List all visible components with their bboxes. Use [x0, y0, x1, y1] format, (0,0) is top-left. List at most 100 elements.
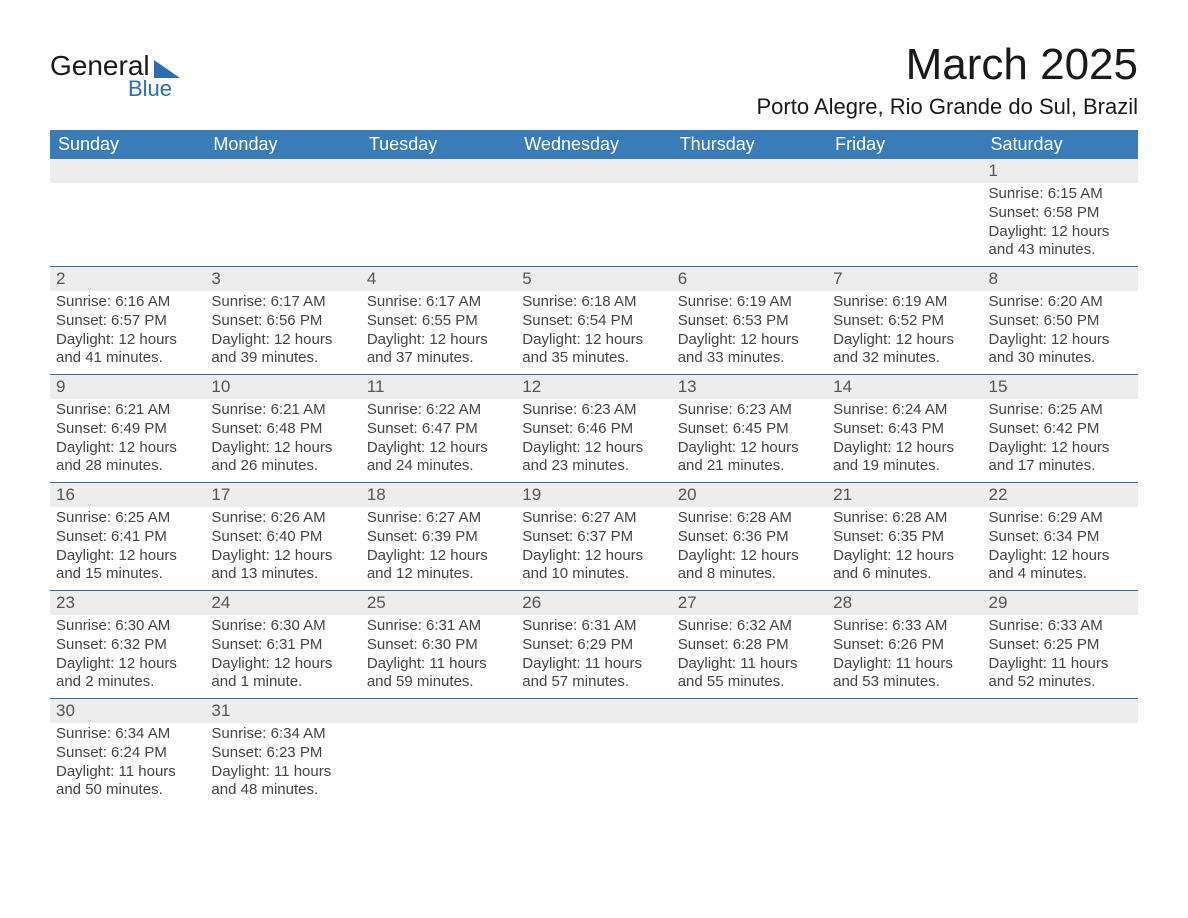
- sunset-text: Sunset: 6:35 PM: [833, 528, 976, 547]
- day-detail-cell: Sunrise: 6:25 AMSunset: 6:41 PMDaylight:…: [50, 507, 205, 591]
- day-detail-cell: Sunrise: 6:27 AMSunset: 6:37 PMDaylight:…: [516, 507, 671, 591]
- day-detail-cell: Sunrise: 6:23 AMSunset: 6:45 PMDaylight:…: [672, 399, 827, 483]
- daylight-text: Daylight: 12 hours and 6 minutes.: [833, 547, 976, 585]
- day-detail-cell: Sunrise: 6:24 AMSunset: 6:43 PMDaylight:…: [827, 399, 982, 483]
- sunrise-text: Sunrise: 6:24 AM: [833, 401, 976, 420]
- day-detail-row: Sunrise: 6:25 AMSunset: 6:41 PMDaylight:…: [50, 507, 1138, 591]
- logo-text-blue: Blue: [128, 76, 172, 102]
- day-detail-cell: Sunrise: 6:34 AMSunset: 6:24 PMDaylight:…: [50, 723, 205, 806]
- day-number: 20: [672, 483, 827, 508]
- weekday-header: Saturday: [983, 130, 1138, 159]
- title-block: March 2025 Porto Alegre, Rio Grande do S…: [756, 40, 1138, 120]
- day-number: 8: [983, 267, 1138, 292]
- sunrise-text: Sunrise: 6:19 AM: [678, 293, 821, 312]
- day-detail-row: Sunrise: 6:21 AMSunset: 6:49 PMDaylight:…: [50, 399, 1138, 483]
- weekday-header-row: Sunday Monday Tuesday Wednesday Thursday…: [50, 130, 1138, 159]
- day-number: 2: [50, 267, 205, 292]
- day-number: 11: [361, 375, 516, 400]
- day-detail-cell: [827, 723, 982, 806]
- day-detail-cell: Sunrise: 6:33 AMSunset: 6:25 PMDaylight:…: [983, 615, 1138, 699]
- daylight-text: Daylight: 12 hours and 12 minutes.: [367, 547, 510, 585]
- daylight-text: Daylight: 11 hours and 48 minutes.: [211, 763, 354, 801]
- day-detail-cell: Sunrise: 6:19 AMSunset: 6:52 PMDaylight:…: [827, 291, 982, 375]
- weekday-header: Sunday: [50, 130, 205, 159]
- sunrise-text: Sunrise: 6:22 AM: [367, 401, 510, 420]
- daylight-text: Daylight: 12 hours and 32 minutes.: [833, 331, 976, 369]
- daylight-text: Daylight: 12 hours and 4 minutes.: [989, 547, 1132, 585]
- day-detail-cell: Sunrise: 6:20 AMSunset: 6:50 PMDaylight:…: [983, 291, 1138, 375]
- day-number: 24: [205, 591, 360, 616]
- daylight-text: Daylight: 12 hours and 1 minute.: [211, 655, 354, 693]
- sunrise-text: Sunrise: 6:23 AM: [678, 401, 821, 420]
- day-number: [983, 699, 1138, 724]
- day-number: 7: [827, 267, 982, 292]
- day-number: 13: [672, 375, 827, 400]
- sunset-text: Sunset: 6:36 PM: [678, 528, 821, 547]
- day-detail-cell: Sunrise: 6:17 AMSunset: 6:55 PMDaylight:…: [361, 291, 516, 375]
- day-detail-cell: [827, 183, 982, 267]
- sunset-text: Sunset: 6:58 PM: [989, 204, 1132, 223]
- sunset-text: Sunset: 6:57 PM: [56, 312, 199, 331]
- sunset-text: Sunset: 6:28 PM: [678, 636, 821, 655]
- sunrise-text: Sunrise: 6:17 AM: [211, 293, 354, 312]
- sunset-text: Sunset: 6:25 PM: [989, 636, 1132, 655]
- sunrise-text: Sunrise: 6:29 AM: [989, 509, 1132, 528]
- sunrise-text: Sunrise: 6:30 AM: [211, 617, 354, 636]
- sunset-text: Sunset: 6:45 PM: [678, 420, 821, 439]
- sunset-text: Sunset: 6:26 PM: [833, 636, 976, 655]
- day-number: [827, 159, 982, 183]
- day-detail-cell: Sunrise: 6:21 AMSunset: 6:48 PMDaylight:…: [205, 399, 360, 483]
- header: General Blue March 2025 Porto Alegre, Ri…: [50, 40, 1138, 120]
- day-number: 22: [983, 483, 1138, 508]
- sunset-text: Sunset: 6:42 PM: [989, 420, 1132, 439]
- day-number-row: 23242526272829: [50, 591, 1138, 616]
- day-detail-cell: Sunrise: 6:23 AMSunset: 6:46 PMDaylight:…: [516, 399, 671, 483]
- day-number: [205, 159, 360, 183]
- day-detail-cell: Sunrise: 6:18 AMSunset: 6:54 PMDaylight:…: [516, 291, 671, 375]
- weekday-header: Monday: [205, 130, 360, 159]
- day-detail-cell: Sunrise: 6:28 AMSunset: 6:36 PMDaylight:…: [672, 507, 827, 591]
- daylight-text: Daylight: 12 hours and 26 minutes.: [211, 439, 354, 477]
- day-number: [516, 699, 671, 724]
- day-number: 10: [205, 375, 360, 400]
- daylight-text: Daylight: 12 hours and 30 minutes.: [989, 331, 1132, 369]
- day-detail-cell: Sunrise: 6:30 AMSunset: 6:32 PMDaylight:…: [50, 615, 205, 699]
- sunset-text: Sunset: 6:43 PM: [833, 420, 976, 439]
- day-number: 5: [516, 267, 671, 292]
- day-number: [516, 159, 671, 183]
- sunrise-text: Sunrise: 6:27 AM: [367, 509, 510, 528]
- daylight-text: Daylight: 12 hours and 21 minutes.: [678, 439, 821, 477]
- daylight-text: Daylight: 12 hours and 23 minutes.: [522, 439, 665, 477]
- daylight-text: Daylight: 11 hours and 52 minutes.: [989, 655, 1132, 693]
- daylight-text: Daylight: 12 hours and 33 minutes.: [678, 331, 821, 369]
- day-number-row: 1: [50, 159, 1138, 183]
- day-detail-cell: Sunrise: 6:16 AMSunset: 6:57 PMDaylight:…: [50, 291, 205, 375]
- sunset-text: Sunset: 6:40 PM: [211, 528, 354, 547]
- day-detail-cell: Sunrise: 6:30 AMSunset: 6:31 PMDaylight:…: [205, 615, 360, 699]
- day-detail-cell: [516, 183, 671, 267]
- day-number-row: 16171819202122: [50, 483, 1138, 508]
- day-detail-cell: Sunrise: 6:22 AMSunset: 6:47 PMDaylight:…: [361, 399, 516, 483]
- sunrise-text: Sunrise: 6:28 AM: [678, 509, 821, 528]
- day-detail-cell: Sunrise: 6:31 AMSunset: 6:29 PMDaylight:…: [516, 615, 671, 699]
- day-number: 29: [983, 591, 1138, 616]
- day-number: 30: [50, 699, 205, 724]
- day-detail-cell: Sunrise: 6:27 AMSunset: 6:39 PMDaylight:…: [361, 507, 516, 591]
- day-number: [827, 699, 982, 724]
- day-detail-cell: Sunrise: 6:26 AMSunset: 6:40 PMDaylight:…: [205, 507, 360, 591]
- weekday-header: Friday: [827, 130, 982, 159]
- sunset-text: Sunset: 6:52 PM: [833, 312, 976, 331]
- daylight-text: Daylight: 12 hours and 35 minutes.: [522, 331, 665, 369]
- day-number: 3: [205, 267, 360, 292]
- sunrise-text: Sunrise: 6:19 AM: [833, 293, 976, 312]
- sunset-text: Sunset: 6:56 PM: [211, 312, 354, 331]
- day-detail-cell: [516, 723, 671, 806]
- day-number: 26: [516, 591, 671, 616]
- day-number: 1: [983, 159, 1138, 183]
- daylight-text: Daylight: 12 hours and 15 minutes.: [56, 547, 199, 585]
- daylight-text: Daylight: 11 hours and 50 minutes.: [56, 763, 199, 801]
- day-number: 9: [50, 375, 205, 400]
- day-detail-cell: Sunrise: 6:15 AMSunset: 6:58 PMDaylight:…: [983, 183, 1138, 267]
- sunset-text: Sunset: 6:53 PM: [678, 312, 821, 331]
- day-number: 14: [827, 375, 982, 400]
